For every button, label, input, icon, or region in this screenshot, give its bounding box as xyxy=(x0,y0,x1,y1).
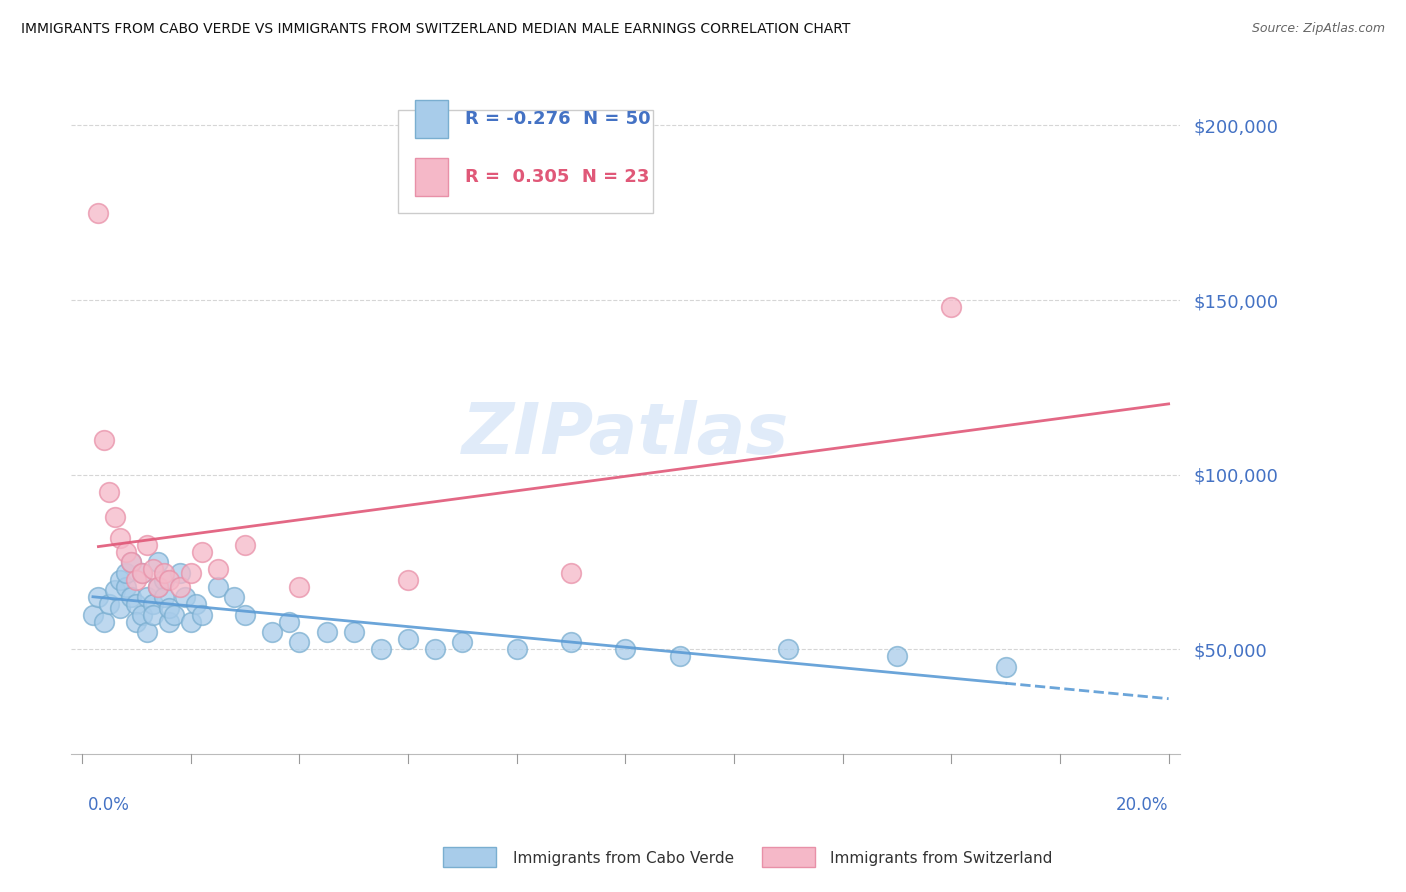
Point xyxy=(288,635,311,649)
Point xyxy=(994,660,1017,674)
Point xyxy=(120,590,142,604)
Point xyxy=(778,642,800,657)
Point xyxy=(560,635,582,649)
Point xyxy=(152,566,174,580)
Point xyxy=(396,573,419,587)
Point xyxy=(262,625,284,640)
Point xyxy=(146,580,169,594)
Point xyxy=(114,566,136,580)
Point xyxy=(451,635,474,649)
Text: Source: ZipAtlas.com: Source: ZipAtlas.com xyxy=(1251,22,1385,36)
Point xyxy=(146,580,169,594)
Point xyxy=(186,597,208,611)
Point xyxy=(169,580,191,594)
Point xyxy=(506,642,529,657)
Point xyxy=(315,625,337,640)
Point xyxy=(941,300,963,314)
Point xyxy=(87,205,110,219)
Point xyxy=(108,531,131,545)
Point xyxy=(136,538,159,552)
Point xyxy=(136,590,159,604)
Point xyxy=(224,590,246,604)
Point xyxy=(233,538,256,552)
FancyBboxPatch shape xyxy=(398,111,652,212)
Point xyxy=(125,615,148,629)
Point xyxy=(142,562,165,576)
Point xyxy=(288,580,311,594)
Point xyxy=(425,642,447,657)
Point xyxy=(104,583,127,598)
Point xyxy=(169,566,191,580)
Bar xyxy=(415,158,449,195)
Point xyxy=(190,544,212,558)
Point xyxy=(163,607,186,622)
Text: Immigrants from Cabo Verde: Immigrants from Cabo Verde xyxy=(513,851,734,865)
Point xyxy=(98,597,121,611)
Point xyxy=(396,632,419,646)
Point xyxy=(233,607,256,622)
Point xyxy=(152,590,174,604)
Point xyxy=(207,580,229,594)
Text: 0.0%: 0.0% xyxy=(87,797,129,814)
Text: ZIPatlas: ZIPatlas xyxy=(461,400,789,468)
Point xyxy=(114,580,136,594)
Point xyxy=(131,607,153,622)
Bar xyxy=(415,100,449,137)
Point xyxy=(87,590,110,604)
Point xyxy=(152,573,174,587)
Point xyxy=(668,649,690,664)
Point xyxy=(108,573,131,587)
Point xyxy=(180,566,202,580)
Text: R = -0.276  N = 50: R = -0.276 N = 50 xyxy=(464,110,651,128)
Text: R =  0.305  N = 23: R = 0.305 N = 23 xyxy=(464,168,650,186)
Point xyxy=(120,555,142,569)
Point xyxy=(142,607,165,622)
Point xyxy=(174,590,197,604)
Point xyxy=(93,433,115,447)
Point xyxy=(343,625,366,640)
Point xyxy=(125,597,148,611)
Point xyxy=(125,573,148,587)
Point xyxy=(180,615,202,629)
Point xyxy=(98,485,121,500)
Point xyxy=(120,555,142,569)
Point xyxy=(207,562,229,576)
Point xyxy=(142,597,165,611)
Point xyxy=(136,625,159,640)
Text: Immigrants from Switzerland: Immigrants from Switzerland xyxy=(830,851,1052,865)
Point xyxy=(131,566,153,580)
Point xyxy=(614,642,637,657)
Point xyxy=(277,615,299,629)
Text: 20.0%: 20.0% xyxy=(1116,797,1168,814)
Point xyxy=(157,600,180,615)
Point xyxy=(370,642,392,657)
Point xyxy=(131,566,153,580)
Text: IMMIGRANTS FROM CABO VERDE VS IMMIGRANTS FROM SWITZERLAND MEDIAN MALE EARNINGS C: IMMIGRANTS FROM CABO VERDE VS IMMIGRANTS… xyxy=(21,22,851,37)
Point xyxy=(157,615,180,629)
Point xyxy=(114,544,136,558)
Point xyxy=(560,566,582,580)
Point xyxy=(146,555,169,569)
Point xyxy=(93,615,115,629)
Point xyxy=(157,573,180,587)
Point xyxy=(104,509,127,524)
Point xyxy=(190,607,212,622)
Point xyxy=(82,607,104,622)
Point xyxy=(108,600,131,615)
Point xyxy=(886,649,908,664)
